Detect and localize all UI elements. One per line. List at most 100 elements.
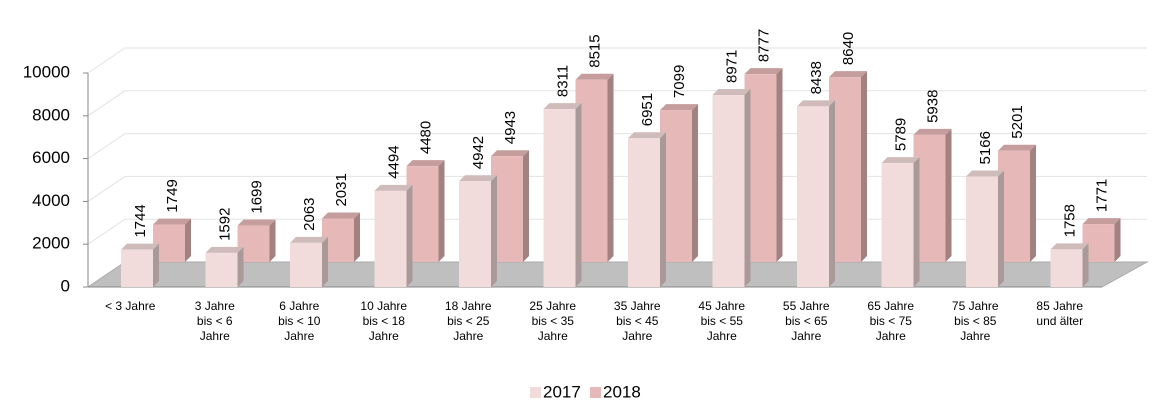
bar-side: [153, 243, 159, 287]
value-label: 8640: [840, 32, 857, 65]
bar: [121, 243, 159, 287]
value-label: 8777: [755, 29, 772, 62]
bar-front: [712, 95, 745, 287]
value-label: 2031: [333, 173, 350, 206]
bar-top: [998, 144, 1036, 151]
value-label: 2063: [301, 197, 318, 230]
value-label: 5201: [1009, 105, 1026, 138]
x-tick-label: 55 Jahre bis < 65 Jahre: [783, 299, 830, 343]
bar: [290, 236, 328, 287]
grid-line: [87, 90, 1147, 117]
x-tick-label: 10 Jahre bis < 18 Jahre: [360, 299, 407, 343]
legend-swatch: [590, 387, 601, 398]
y-tick-label: 0: [61, 276, 70, 295]
x-tick-label: 6 Jahre bis < 10 Jahre: [278, 299, 321, 343]
value-label: 8515: [586, 34, 603, 67]
bar-top: [797, 100, 835, 107]
x-tick-label: 18 Jahre bis < 25 Jahre: [445, 299, 492, 343]
value-label: 5938: [924, 90, 941, 123]
legend-label: 2017: [543, 382, 581, 401]
bar: [205, 246, 244, 287]
bar-top: [1050, 243, 1089, 250]
bar-side: [322, 236, 328, 287]
bar-side: [269, 219, 276, 262]
value-label: 8438: [808, 61, 825, 94]
bar-front: [374, 190, 407, 287]
value-label: 4942: [470, 136, 487, 169]
bar-side: [1082, 243, 1089, 287]
bar-side: [185, 218, 191, 262]
value-label: 1758: [1061, 204, 1078, 237]
bar: [797, 100, 835, 287]
legend-swatch: [530, 387, 541, 398]
value-label: 1699: [248, 180, 265, 213]
bar-top: [543, 103, 582, 110]
x-tick-label: 85 Jahre und älter: [1036, 299, 1083, 328]
bar-top: [966, 170, 1004, 177]
bar-top: [829, 71, 867, 78]
bar-top: [712, 89, 751, 96]
bar: [966, 170, 1004, 287]
value-label: 1592: [216, 208, 233, 241]
value-label: 5789: [892, 118, 909, 151]
bar-front: [1050, 249, 1083, 287]
bar-front: [121, 249, 153, 287]
bar: [374, 184, 413, 287]
bar-top: [374, 184, 413, 191]
bar-top: [459, 175, 497, 182]
x-tick-label: < 3 Jahre: [105, 299, 156, 313]
x-tick-label: 45 Jahre bis < 55 Jahre: [698, 299, 745, 343]
value-label: 4494: [385, 145, 402, 178]
grid-line: [87, 47, 1147, 74]
bar-top: [121, 243, 159, 250]
bar-side: [607, 73, 614, 263]
bar-top: [153, 218, 191, 225]
bar: [1050, 243, 1089, 287]
value-label: 5166: [977, 131, 994, 164]
value-label: 7099: [671, 65, 688, 98]
bar-front: [290, 242, 322, 287]
bar-top: [660, 104, 698, 111]
bar-side: [776, 68, 783, 262]
x-tick-label: 3 Jahre bis < 6 Jahre: [195, 299, 235, 343]
bar-top: [913, 128, 952, 135]
bar-side: [861, 71, 867, 262]
bar-front: [459, 181, 491, 287]
bar-side: [354, 212, 360, 262]
y-tick-label: 8000: [32, 105, 70, 124]
bar-top: [1082, 218, 1121, 225]
x-tick-label: 35 Jahre bis < 45 Jahre: [614, 299, 661, 343]
bar-side: [945, 128, 952, 262]
bar-top: [628, 132, 666, 139]
bar: [712, 89, 751, 287]
value-label: 6951: [639, 93, 656, 126]
bar-front: [543, 109, 576, 288]
value-label: 4943: [502, 111, 519, 144]
bar-front: [881, 163, 914, 287]
bar-top: [406, 160, 445, 167]
bar-top: [491, 150, 529, 157]
bar-top: [575, 73, 614, 80]
bar-top: [744, 68, 783, 75]
y-tick-label: 4000: [32, 191, 70, 210]
bar: [881, 157, 920, 287]
bar-front: [966, 176, 998, 287]
bar-front: [205, 252, 238, 287]
y-tick-label: 2000: [32, 234, 70, 253]
bar-side: [1114, 218, 1121, 262]
bar-side: [523, 150, 529, 262]
bar-top: [205, 246, 244, 253]
bar: [628, 132, 666, 287]
x-tick-label: 65 Jahre bis < 75 Jahre: [867, 299, 914, 343]
bar-side: [575, 103, 582, 288]
value-label: 1771: [1093, 179, 1110, 212]
bar-side: [406, 184, 413, 287]
bar: [459, 175, 497, 287]
value-label: 8971: [723, 50, 740, 83]
bar-side: [692, 104, 698, 263]
bar-top: [237, 219, 276, 226]
bar-top: [881, 157, 920, 164]
bar-side: [237, 246, 244, 287]
value-label: 4480: [417, 121, 434, 154]
